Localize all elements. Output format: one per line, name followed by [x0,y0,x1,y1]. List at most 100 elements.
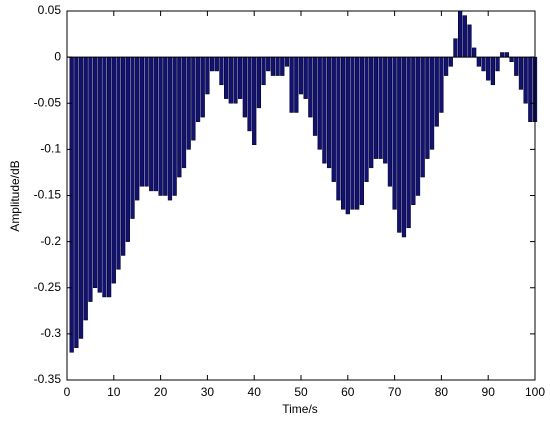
bar [518,56,524,90]
bar [149,56,154,192]
bar [88,56,93,302]
bar [500,52,505,58]
bar [411,56,416,205]
bar [406,56,411,229]
bar [125,56,130,242]
bar [205,56,210,95]
y-tick-label: 0 [54,49,61,63]
bar [312,56,318,136]
y-tick-label: -0.25 [34,280,62,294]
bar [102,56,107,298]
bar [209,56,215,72]
bar [186,56,191,150]
bar [439,56,444,113]
bar [308,56,313,118]
x-tick-label: 50 [294,385,308,399]
bar [252,56,257,146]
bar [504,52,510,58]
bar [275,56,280,76]
bar [326,56,332,169]
bar [214,56,219,72]
bar [153,56,159,192]
bar [472,47,477,58]
bar [280,56,285,76]
bar [401,56,407,238]
bar [116,56,121,270]
x-tick-label: 10 [107,385,121,399]
bar [322,56,327,164]
bar [172,56,177,196]
bar [261,56,266,86]
bar [78,56,84,339]
bar [355,56,360,210]
x-tick-label: 20 [154,385,168,399]
bar [266,56,271,72]
bar [486,56,491,81]
bar [425,56,430,159]
bar [457,10,463,58]
bar [359,56,364,205]
bar [528,56,533,122]
y-tick-label: -0.35 [34,372,62,386]
bar [191,56,196,141]
bar [177,56,182,178]
bar [163,56,168,196]
bar [364,56,369,182]
bar [462,15,467,58]
bar [434,56,439,127]
y-tick-label: -0.3 [40,326,61,340]
bar [467,24,472,58]
y-tick-label: -0.15 [34,188,62,202]
bar [420,56,425,178]
bar [92,56,98,288]
bar [233,56,238,104]
x-tick-label: 100 [525,385,545,399]
bar [219,56,224,86]
bar [200,56,205,118]
bar [74,56,79,348]
bar [298,56,304,95]
bar [429,56,435,150]
bar [340,56,346,210]
bar [350,56,355,210]
bar [83,56,88,321]
bar [443,56,449,76]
bar [495,56,500,72]
bar [111,56,116,284]
bar [476,56,481,67]
x-tick-label: 40 [248,385,262,399]
bar [514,56,519,76]
bar [106,56,112,298]
bar [135,56,140,201]
bar [181,56,187,169]
bar [397,56,402,233]
x-tick-label: 90 [482,385,496,399]
bar [256,56,262,109]
bar [121,56,126,256]
bar [373,56,379,159]
bar [223,56,229,99]
bar [523,56,528,104]
bar [97,56,102,293]
bar [144,56,149,187]
bar [242,56,247,118]
bar [453,38,458,58]
bar [387,56,393,187]
bar [238,56,243,99]
bar [448,56,453,67]
y-tick-label: -0.1 [40,142,61,156]
bar [167,56,173,201]
bar [481,56,486,72]
bar [336,56,341,201]
bar [294,56,299,113]
y-axis-label: Amplitude/dB [8,160,22,231]
bar [130,56,135,219]
bar [303,56,308,99]
bar [331,56,336,182]
y-tick-label: 0.05 [38,3,62,17]
x-axis-label: Time/s [282,402,318,416]
y-tick-label: -0.2 [40,234,61,248]
bar [317,56,322,150]
bar [415,56,421,196]
